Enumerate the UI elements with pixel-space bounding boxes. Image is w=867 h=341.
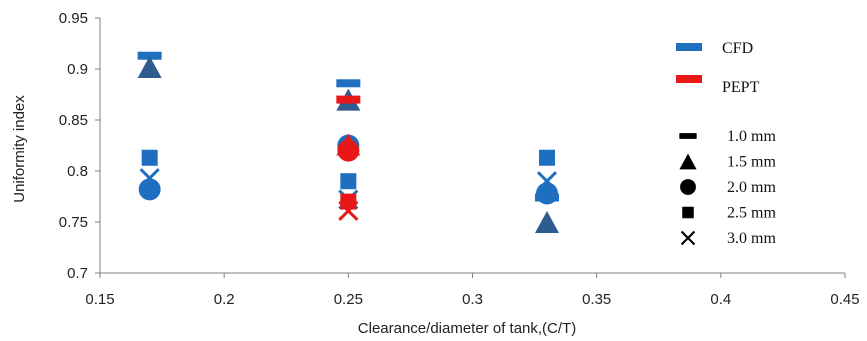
- y-tick-label: 0.95: [59, 10, 88, 27]
- legend-cfd-label: CFD: [722, 40, 753, 57]
- legend-marker-cross: [680, 230, 696, 246]
- x-tick-label: 0.25: [334, 291, 363, 308]
- x-tick-label: 0.3: [462, 291, 483, 308]
- legend-marker-circle: [680, 179, 696, 195]
- data-point-pept-circle: [337, 139, 360, 162]
- y-tick-label: 0.8: [67, 163, 88, 180]
- data-point-cfd-square: [141, 149, 158, 166]
- legend-marker-label: 1.5 mm: [727, 154, 776, 171]
- data-point-cfd-dash: [137, 51, 162, 60]
- legend-marker-label: 2.5 mm: [727, 205, 776, 222]
- legend-marker-label: 2.0 mm: [727, 179, 776, 196]
- legend-marker-dash: [679, 133, 697, 139]
- legend-marker-label: 1.0 mm: [727, 128, 776, 145]
- data-point-cfd-dash: [535, 193, 559, 202]
- legend-series-cfd: CFD: [676, 40, 753, 57]
- data-point-cfd-triangle: [535, 211, 559, 233]
- legend-markers: 1.0 mm 1.5 mm 2.0 mm 2.5 mm 3.0 mm: [679, 128, 776, 247]
- data-points: [137, 51, 559, 233]
- y-tick-label: 0.75: [59, 214, 88, 231]
- legend-marker-label: 3.0 mm: [727, 230, 776, 247]
- y-axis-title: Uniformity index: [11, 95, 28, 203]
- x-ticks: 0.15 0.2 0.25 0.3 0.35 0.4 0.45: [85, 273, 860, 308]
- x-axis-title: Clearance/diameter of tank,(C/T): [358, 320, 576, 337]
- legend-cfd-swatch: [676, 43, 702, 51]
- y-tick-label: 0.7: [67, 265, 88, 282]
- legend: CFD PEPT 1.0 mm 1.5 mm 2.0 mm 2.5 mm 3.0 mm: [676, 40, 776, 247]
- legend-marker-triangle: [679, 153, 697, 170]
- legend-pept-swatch: [676, 75, 702, 83]
- x-tick-label: 0.45: [830, 291, 859, 308]
- data-point-cfd-square: [539, 149, 555, 166]
- x-tick-label: 0.15: [85, 291, 114, 308]
- legend-marker-square: [682, 206, 694, 219]
- x-tick-label: 0.2: [214, 291, 235, 308]
- x-tick-label: 0.35: [582, 291, 611, 308]
- y-tick-label: 0.85: [59, 112, 88, 129]
- data-point-cfd-square: [340, 173, 357, 190]
- data-point-cfd-dash: [336, 79, 361, 88]
- data-point-cfd-circle: [138, 178, 161, 201]
- data-point-pept-cross: [338, 200, 359, 221]
- data-point-cfd-triangle: [137, 55, 162, 78]
- legend-pept-label: PEPT: [722, 79, 760, 96]
- legend-series-pept: PEPT: [676, 75, 760, 96]
- data-point-pept-dash: [336, 95, 361, 104]
- y-ticks: 0.7 0.75 0.8 0.85 0.9 0.95: [59, 10, 100, 282]
- x-tick-label: 0.4: [710, 291, 731, 308]
- y-tick-label: 0.9: [67, 61, 88, 78]
